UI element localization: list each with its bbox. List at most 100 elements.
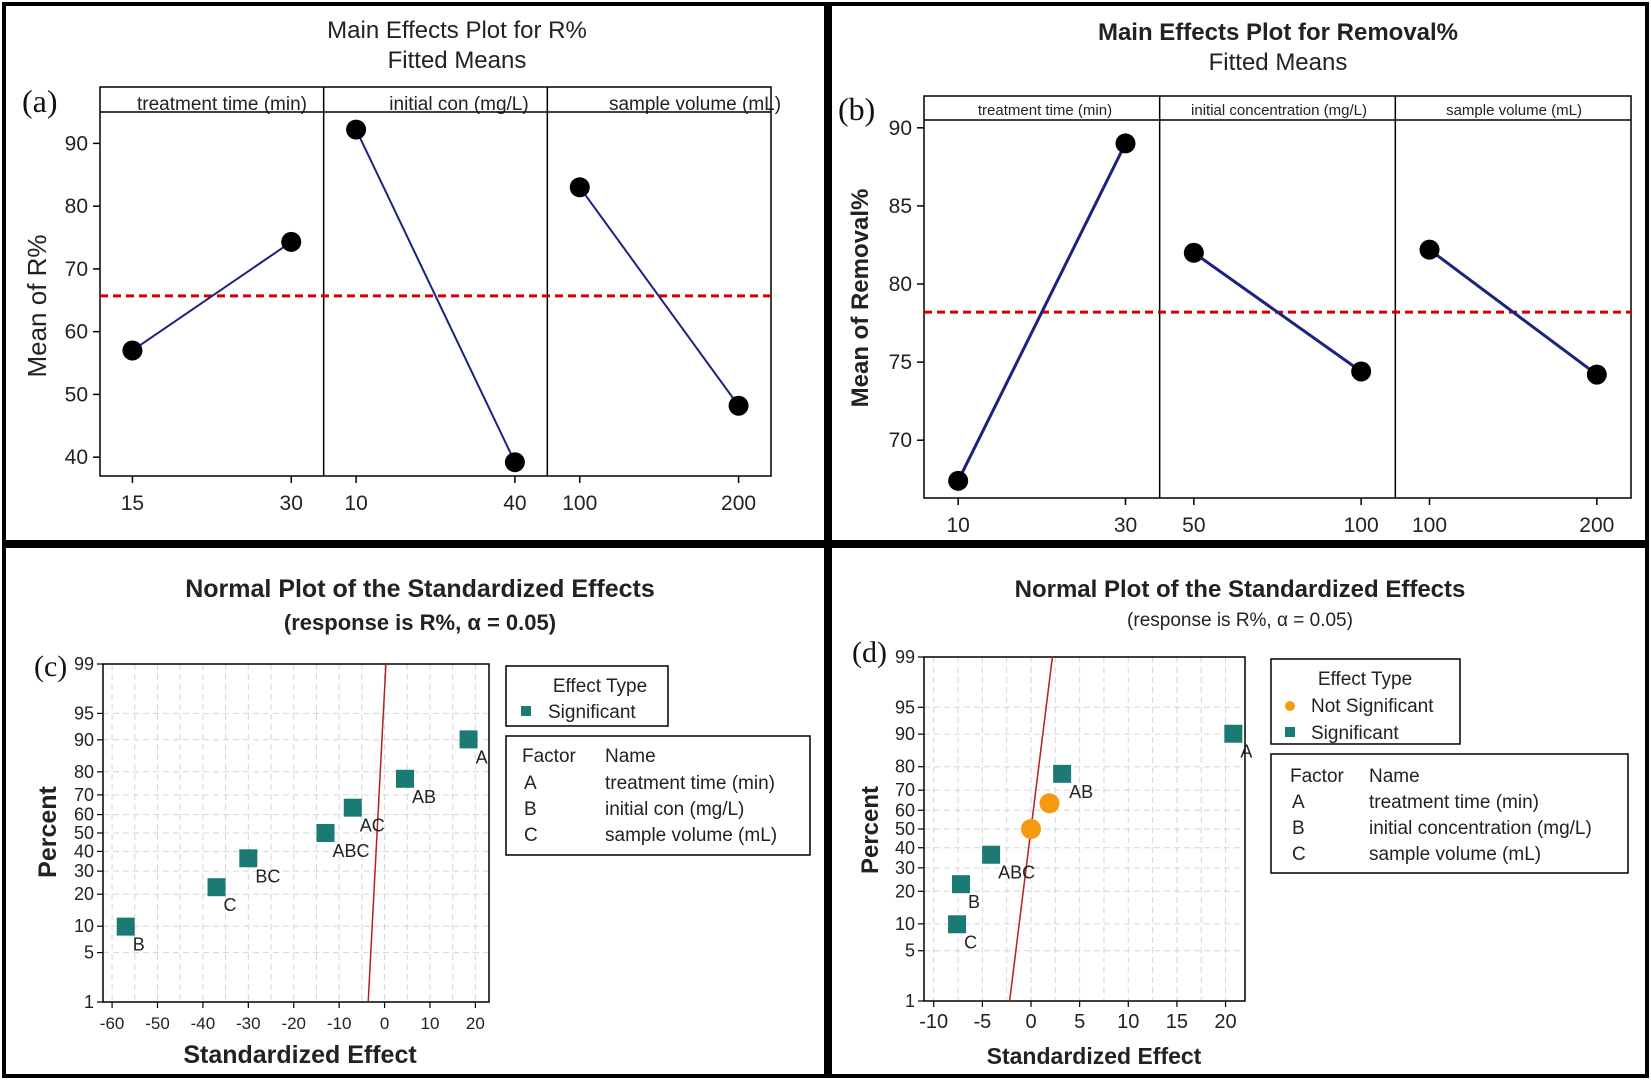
panel-d-frame [828, 544, 1649, 1078]
effect-point-label: C [224, 895, 237, 915]
x-tick-label: -30 [236, 1014, 261, 1033]
panel-d-name-header: Name [1369, 766, 1420, 787]
x-tick-label: 200 [721, 492, 756, 515]
y-tick-label: 80 [895, 757, 915, 777]
panel-c-subtitle: (response is R%, α = 0.05) [284, 610, 556, 635]
panel-b-facet-3: sample volume (mL) [1446, 102, 1582, 119]
y-tick-label: 80 [65, 195, 88, 218]
x-tick-label: 200 [1579, 514, 1614, 537]
y-tick-label: 20 [74, 884, 94, 904]
effect-point-label: B [133, 935, 145, 955]
y-tick-label: 80 [889, 273, 912, 296]
effect-point-significant [982, 845, 1001, 864]
effect-point-significant [239, 849, 258, 868]
panel-d-legend-box [1270, 658, 1461, 745]
main-effect-point [1183, 242, 1204, 263]
main-effect-line [1428, 248, 1598, 376]
x-tick-label: -5 [973, 1011, 991, 1033]
panel-d-legend-not-significant: Not Significant [1311, 696, 1434, 717]
panel-c-letter: (c) [34, 650, 67, 683]
effect-point-label: A [1240, 742, 1252, 762]
effect-point-significant [951, 875, 970, 894]
panel-d-legend-title: Effect Type [1318, 669, 1412, 690]
panel-b: Main Effects Plot for Removal% Fitted Me… [838, 19, 1582, 407]
y-tick-label: 50 [74, 823, 94, 843]
panel-a-chart: 40 50 60 70 80 90 15 30 10 40 100 200 [65, 86, 772, 515]
main-effect-line [578, 186, 740, 407]
x-tick-label: 40 [503, 492, 526, 515]
normal-fit-line [367, 663, 387, 1003]
panel-b-frame [828, 2, 1649, 544]
panel-b-letter: (b) [838, 91, 875, 127]
y-tick-label: 95 [895, 697, 915, 717]
y-tick-label: 5 [84, 943, 94, 963]
panel-a-facet-2: initial con (mg/L) [389, 94, 528, 115]
y-tick-label: 50 [65, 383, 88, 406]
x-tick-label: 0 [1025, 1011, 1036, 1033]
y-tick-label: 95 [74, 703, 94, 723]
main-effect-point [346, 119, 367, 140]
y-tick-label: 90 [74, 730, 94, 750]
y-tick-label: 50 [895, 819, 915, 839]
y-tick-label: 10 [74, 916, 94, 936]
panel-d-xlabel: Standardized Effect [987, 1043, 1202, 1069]
panel-d-factor-c: C [1292, 844, 1306, 865]
x-tick-label: 100 [1412, 514, 1447, 537]
main-effect-point [122, 340, 143, 361]
x-tick-label: 100 [1344, 514, 1379, 537]
y-tick-label: 70 [65, 258, 88, 281]
plot-frame [923, 95, 1632, 499]
effect-point-significant [316, 824, 335, 842]
panel-a-frame [2, 2, 828, 544]
y-tick-label: 60 [65, 321, 88, 344]
y-tick-label: 90 [889, 117, 912, 140]
panel-d-legend-not-significant-marker [1285, 701, 1295, 711]
y-tick-label: 40 [65, 446, 88, 469]
main-effect-line [1192, 251, 1363, 373]
main-effect-point [504, 452, 525, 473]
panel-c-factor-b-name: initial con (mg/L) [605, 799, 744, 820]
main-effect-point [569, 177, 590, 198]
y-tick-label: 30 [895, 858, 915, 878]
x-tick-label: 0 [380, 1014, 389, 1033]
main-effect-line [355, 129, 516, 463]
x-tick-label: 30 [1114, 514, 1137, 537]
y-tick-label: 60 [74, 805, 94, 825]
main-effect-point [1586, 364, 1607, 385]
x-tick-label: 5 [1074, 1011, 1085, 1033]
panel-c-title: Normal Plot of the Standardized Effects [185, 575, 655, 603]
panel-a-title: Main Effects Plot for R% [327, 17, 587, 44]
y-tick-label: 80 [74, 762, 94, 782]
effect-point-label: AB [1069, 782, 1093, 802]
panel-b-chart: 70 75 80 85 90 10 30 50 100 100 200 [889, 95, 1632, 537]
effect-point-significant [395, 769, 414, 788]
x-tick-label: 100 [562, 492, 597, 515]
panel-a-facet-3: sample volume (mL) [609, 94, 781, 115]
effect-point-label: AC [360, 816, 385, 836]
effect-point-significant [1224, 724, 1243, 743]
panel-c-factor-a: A [524, 773, 537, 794]
y-tick-label: 70 [895, 780, 915, 800]
y-tick-label: 70 [74, 785, 94, 805]
panel-c-factor-b: B [524, 799, 537, 820]
main-effect-line [131, 241, 292, 352]
panel-c-legend-title: Effect Type [553, 676, 647, 697]
panel-b-facet-2: initial concentration (mg/L) [1191, 102, 1367, 119]
effect-point-not-significant [1039, 793, 1060, 814]
panel-c-ylabel: Percent [34, 785, 62, 877]
y-tick-label: 1 [905, 991, 915, 1011]
panel-c-legend-factors: Factor Name A treatment time (min) B ini… [505, 735, 811, 856]
panel-c-factor-box [505, 735, 811, 856]
x-tick-label: 15 [121, 492, 144, 515]
panel-d-factor-a: A [1292, 792, 1305, 813]
effect-point-label: AB [412, 787, 436, 807]
panel-c-legend-effect: Effect Type Significant [505, 665, 669, 727]
effect-point-label: ABC [333, 841, 370, 861]
x-tick-label: 10 [344, 492, 367, 515]
panel-b-ylabel: Mean of Removal% [847, 189, 874, 408]
panel-d-factor-c-name: sample volume (mL) [1369, 844, 1541, 865]
effect-point-label: A [476, 747, 488, 767]
